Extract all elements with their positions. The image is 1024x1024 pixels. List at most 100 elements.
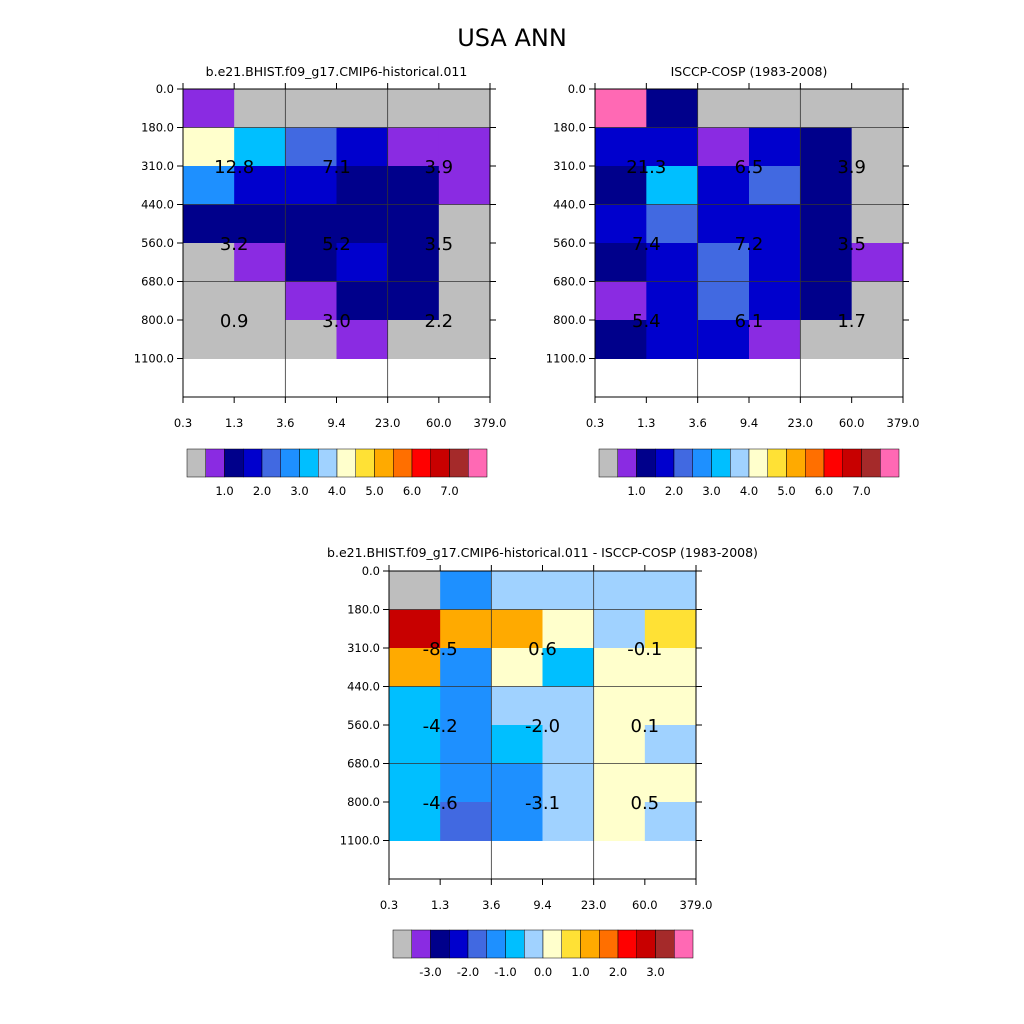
heatmap-cell [183,320,235,359]
heatmap-cell [644,725,697,764]
heatmap-cell [800,243,853,282]
colorbar-label: 5.0 [777,484,795,498]
heatmap-cell [749,127,801,167]
y-tick-label: 1100.0 [340,834,380,848]
heatmap-cell [285,127,337,167]
heatmap-cell [800,89,853,128]
heatmap-cell [285,166,337,205]
heatmap-cell [389,763,441,803]
heatmap-cell [593,571,646,610]
colorbar-box [599,929,619,959]
heatmap-cell [387,166,440,205]
cell-value-label: -8.5 [423,639,458,660]
colorbar-box [467,929,487,959]
cell-value-label: 0.5 [631,793,660,814]
cell-value-label: 0.9 [220,311,249,332]
heatmap-cell [593,802,646,841]
y-tick-label: 180.0 [347,603,380,617]
heatmap-cell [285,281,337,321]
cell-value-label: 1.7 [837,311,866,332]
colorbar-box [243,448,263,478]
x-tick-label: 1.3 [225,416,243,430]
colorbar-box [393,448,413,478]
cell-value-label: 3.5 [837,234,866,255]
y-tick-label: 560.0 [347,718,380,732]
x-tick-label: 60.0 [632,898,658,912]
heatmap-cell [491,648,543,687]
heatmap-cell [440,802,492,841]
colorbar-box [411,929,431,959]
heatmap-cell [593,686,646,726]
heatmap-cell [387,243,440,282]
colorbar-box [449,448,469,478]
colorbar: 1.0 2.0 3.0 4.0 5.0 6.0 7.0 [186,448,488,498]
colorbar-label: 5.0 [365,484,383,498]
heatmap-cell [336,320,389,359]
x-tick-label: 23.0 [581,898,607,912]
colorbar-box [861,448,881,478]
colorbar-box [486,929,506,959]
cell-value-label: 7.2 [735,234,764,255]
heatmap-cell [595,166,647,205]
heatmap-cell [389,648,441,687]
heatmap-cell [285,89,337,128]
x-tick-label: 9.4 [740,416,758,430]
colorbar-box [673,448,693,478]
heatmap-cell [697,127,750,167]
y-tick-label: 680.0 [141,275,174,289]
heatmap-cell [697,320,750,359]
y-tick-label: 800.0 [553,313,586,327]
heatmap-cell [542,609,595,649]
heatmap-cell [387,281,440,321]
colorbar-box [374,448,394,478]
colorbar-box [411,448,431,478]
cell-value-label: -4.2 [423,716,458,737]
cell-value-label: 6.5 [735,157,764,178]
colorbar-box [842,448,862,478]
y-tick-label: 180.0 [141,121,174,135]
heatmap-cell [336,89,389,128]
x-tick-label: 0.3 [586,416,604,430]
heatmap-cell [593,648,646,687]
heatmap-cell [389,571,441,610]
x-tick-label: 60.0 [839,416,865,430]
heatmap-cell [183,243,235,282]
colorbar-box [655,448,675,478]
y-tick-label: 800.0 [141,313,174,327]
colorbar-box [524,929,544,959]
colorbar-label: -3.0 [419,965,441,979]
colorbar: 1.0 2.0 3.0 4.0 5.0 6.0 7.0 [598,448,900,498]
colorbar-box [318,448,338,478]
colorbar-box [392,929,412,959]
colorbar-label: 0.0 [534,965,552,979]
heatmap-cell [234,204,286,244]
colorbar-box [636,448,656,478]
heatmap-cell [800,320,853,359]
x-tick-label: 9.4 [533,898,551,912]
y-tick-label: 180.0 [553,121,586,135]
heatmap-cell [440,686,492,726]
colorbar-box [205,448,225,478]
heatmap-cell [387,127,440,167]
colorbar-box [280,448,300,478]
heatmap-cell [644,763,697,803]
cell-value-label: 3.9 [837,157,866,178]
colorbar-box [748,448,768,478]
heatmap-cell [646,243,699,282]
heatmap-cell [593,725,646,764]
heatmap-cell [491,763,543,803]
panels: b.e21.BHIST.f09_g17.CMIP6-historical.011… [134,64,920,979]
cell-value-label: 3.2 [220,234,249,255]
colorbar-box [786,448,806,478]
heatmap-cell [183,89,235,128]
cell-value-label: 7.4 [632,234,661,255]
heatmap-cell [389,609,441,649]
heatmap-cell [285,243,337,282]
colorbar-box [355,448,375,478]
heatmap-cell [387,320,440,359]
colorbar-label: 1.0 [215,484,233,498]
colorbar-box [430,448,450,478]
heatmap-cell [646,127,699,167]
cell-value-label: -0.1 [627,639,662,660]
heatmap-panel-3: b.e21.BHIST.f09_g17.CMIP6-historical.011… [327,545,758,979]
